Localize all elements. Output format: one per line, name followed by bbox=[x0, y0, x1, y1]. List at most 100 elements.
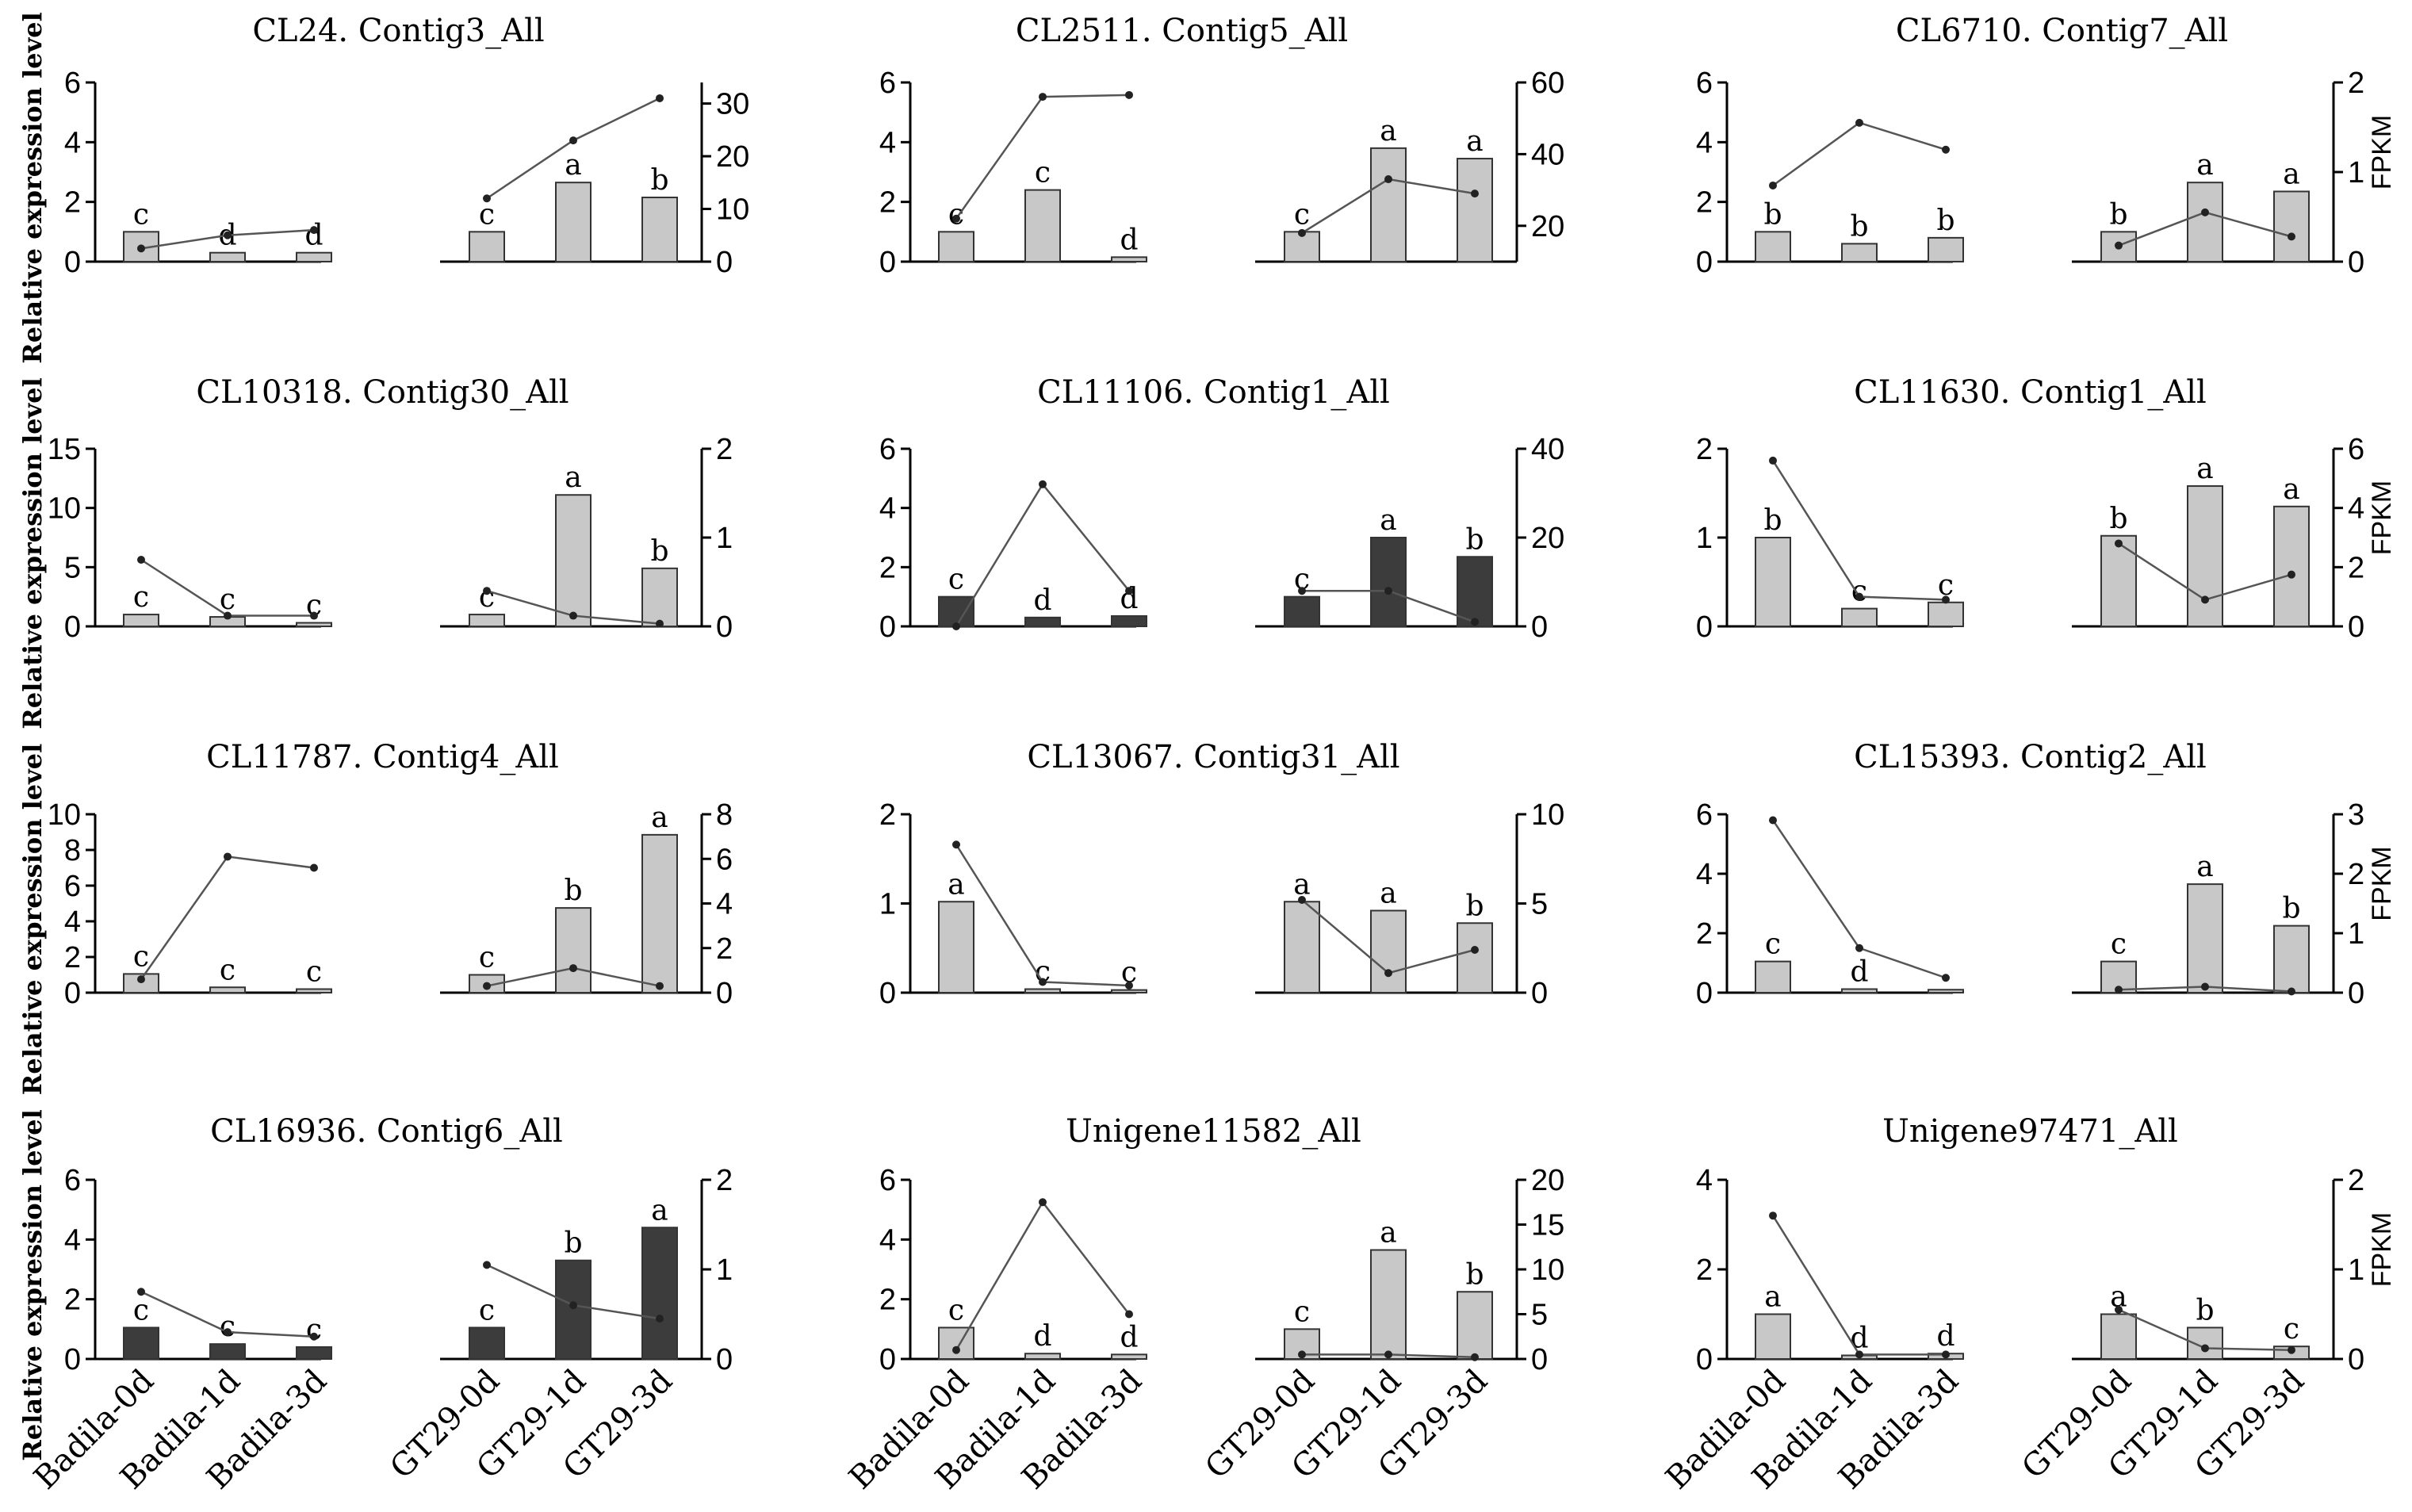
bar bbox=[1370, 1249, 1407, 1361]
significance-letter: b bbox=[1850, 210, 1868, 243]
significance-letter: d bbox=[1120, 1321, 1138, 1353]
bar bbox=[1457, 1291, 1493, 1360]
fpkm-point bbox=[1384, 587, 1392, 595]
fpkm-point bbox=[1942, 595, 1950, 604]
fpkm-point bbox=[224, 231, 232, 239]
bar bbox=[1024, 1353, 1061, 1360]
bar bbox=[2100, 534, 2137, 628]
fpkm-point bbox=[2288, 232, 2295, 241]
y2-tick-label: 1 bbox=[716, 1254, 733, 1287]
bar bbox=[1284, 595, 1320, 628]
bar bbox=[1111, 1353, 1147, 1360]
fpkm-point bbox=[656, 982, 664, 990]
panel-title: CL6710. Contig7_All bbox=[1896, 13, 2228, 49]
y-tick-label: 6 bbox=[879, 67, 896, 100]
significance-letter: c bbox=[948, 564, 964, 596]
y2-tick-label: 5 bbox=[1531, 888, 1548, 921]
y2-tick-label: 0 bbox=[716, 611, 733, 644]
fpkm-point bbox=[483, 982, 491, 990]
fpkm-point bbox=[310, 611, 318, 620]
significance-letter: a bbox=[2283, 473, 2299, 506]
y2-tick-label: 15 bbox=[1531, 1209, 1564, 1242]
y-tick-label: 2 bbox=[1696, 917, 1713, 951]
y2-tick-label: 0 bbox=[716, 1343, 733, 1376]
fpkm-point bbox=[1384, 175, 1392, 184]
bar bbox=[209, 986, 246, 993]
fpkm-point bbox=[1298, 1350, 1306, 1359]
y2-tick-label: 2 bbox=[716, 1164, 733, 1197]
panel-title: CL10318. Contig30_All bbox=[196, 374, 569, 411]
bar bbox=[1111, 614, 1147, 628]
bar bbox=[1755, 537, 1791, 627]
fpkm-point bbox=[1125, 587, 1133, 595]
panel: CL13067. Contig31_All 0 1 2 0 5 10 a c c a a b bbox=[879, 739, 1564, 1010]
bar bbox=[2187, 485, 2223, 627]
significance-letter: d bbox=[1120, 583, 1138, 615]
fpkm-point bbox=[2115, 986, 2123, 994]
bar bbox=[1284, 901, 1320, 993]
bar bbox=[641, 567, 678, 627]
bar bbox=[1024, 988, 1061, 993]
significance-letter: c bbox=[1294, 198, 1310, 231]
y-tick-label: 0 bbox=[1696, 611, 1713, 644]
significance-letter: a bbox=[2196, 851, 2213, 883]
significance-letter: b bbox=[1465, 523, 1484, 556]
y2-tick-label: 20 bbox=[1531, 522, 1564, 555]
fpkm-point bbox=[1039, 480, 1047, 488]
fpkm-point bbox=[1039, 978, 1047, 986]
y-tick-label: 6 bbox=[1696, 67, 1713, 100]
bar bbox=[1457, 158, 1493, 262]
y2-tick-label: 2 bbox=[2348, 67, 2364, 100]
fpkm-point bbox=[1942, 1350, 1950, 1359]
y-tick-label: 2 bbox=[879, 798, 896, 832]
significance-letter: c bbox=[306, 956, 322, 989]
fpkm-point bbox=[1769, 456, 1777, 465]
y-axis-title: Relative expression level bbox=[17, 12, 48, 363]
significance-letter: a bbox=[1293, 868, 1310, 901]
fpkm-point bbox=[2201, 1344, 2209, 1353]
bar bbox=[555, 907, 592, 993]
panel-title: CL11787. Contig4_All bbox=[206, 739, 559, 775]
fpkm-point bbox=[1471, 189, 1479, 198]
significance-letter: d bbox=[1850, 956, 1868, 989]
fpkm-point bbox=[1471, 1353, 1479, 1361]
bar bbox=[1841, 988, 1878, 993]
fpkm-line bbox=[1771, 819, 1947, 979]
significance-letter: c bbox=[1035, 956, 1051, 989]
panel: CL2511. Contig5_All0246204060ccdcaa bbox=[879, 13, 1564, 279]
significance-letter: c bbox=[479, 942, 495, 974]
y-axis-title: Relative expression level bbox=[17, 744, 48, 1095]
bar bbox=[938, 231, 974, 263]
significance-letter: c bbox=[1035, 157, 1051, 189]
y2-tick-label: 0 bbox=[2348, 611, 2364, 644]
fpkm-point bbox=[656, 1315, 664, 1323]
fpkm-point bbox=[310, 1332, 318, 1341]
panel: CL10318. Contig30_All 0 5 10 15 0 1 2 c c c c a b Rela… bbox=[17, 374, 733, 729]
y-tick-label: 2 bbox=[64, 1284, 81, 1317]
fpkm-point bbox=[569, 136, 577, 145]
significance-letter: b bbox=[650, 535, 668, 568]
fpkm-point bbox=[2201, 595, 2209, 604]
significance-letter: c bbox=[1294, 564, 1310, 596]
fpkm-line bbox=[1772, 121, 1947, 186]
y2-tick-label: 60 bbox=[1531, 67, 1564, 100]
y2-tick-label: 0 bbox=[2348, 1343, 2364, 1376]
fpkm-point bbox=[656, 619, 664, 628]
fpkm-point bbox=[1125, 90, 1133, 99]
panel-title: CL13067. Contig31_All bbox=[1027, 739, 1399, 775]
significance-letter: a bbox=[2283, 158, 2299, 190]
fpkm-point bbox=[2115, 1305, 2123, 1314]
y-tick-label: 0 bbox=[879, 977, 896, 1010]
fpkm-point bbox=[1384, 969, 1392, 978]
significance-letter: b bbox=[564, 1227, 582, 1260]
fpkm-point bbox=[137, 556, 145, 564]
y-tick-label: 0 bbox=[64, 246, 81, 279]
bar bbox=[1928, 989, 1964, 993]
y-tick-label: 6 bbox=[64, 870, 81, 903]
significance-letter: a bbox=[2196, 149, 2213, 182]
significance-letter: c bbox=[220, 1311, 235, 1343]
y2-axis-title: FPKM bbox=[2367, 846, 2397, 921]
significance-letter: c bbox=[1294, 1296, 1310, 1328]
